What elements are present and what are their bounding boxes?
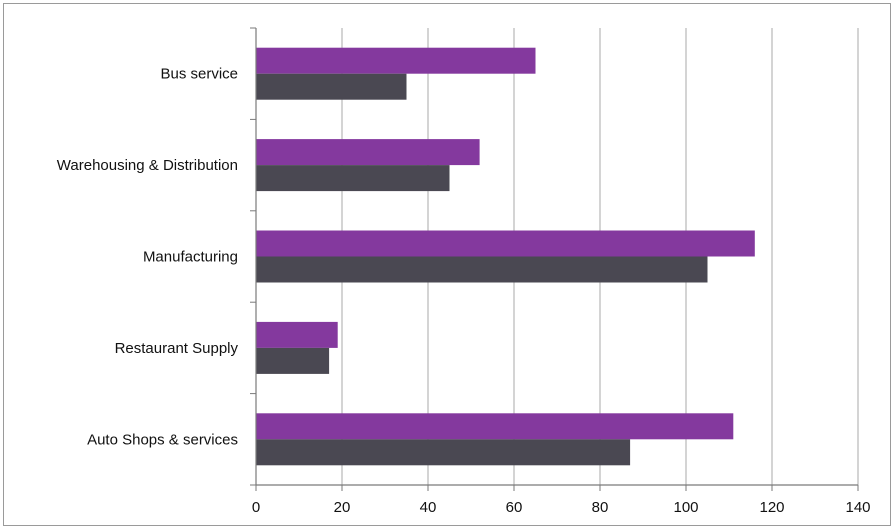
x-tick-label: 60 xyxy=(506,499,523,516)
category-label: Bus service xyxy=(160,66,238,83)
bar-series-1-1 xyxy=(256,139,480,166)
bars xyxy=(256,47,755,466)
bar-series-1-2 xyxy=(256,230,755,257)
x-tick-label: 20 xyxy=(334,499,351,516)
bar-series-2-0 xyxy=(256,73,407,100)
labels: 0 20 40 60 80 100 120 140 Bus service Warehousing… xyxy=(57,66,871,516)
bar-series-1-3 xyxy=(256,321,338,348)
axes xyxy=(250,27,859,491)
x-tick-label: 100 xyxy=(673,499,698,516)
x-tick-label: 80 xyxy=(592,499,609,516)
bar-series-2-3 xyxy=(256,347,330,374)
category-label: Manufacturing xyxy=(143,249,238,266)
x-tick-label: 40 xyxy=(420,499,437,516)
x-tick-label: 0 xyxy=(252,499,260,516)
x-tick-label: 120 xyxy=(759,499,784,516)
bar-series-1-4 xyxy=(256,413,734,440)
x-tick-label: 140 xyxy=(845,499,870,516)
category-label: Auto Shops & services xyxy=(87,431,238,448)
bar-series-2-4 xyxy=(256,439,631,466)
category-label: Warehousing & Distribution xyxy=(57,157,238,174)
bar-series-2-2 xyxy=(256,256,708,283)
bar-series-2-1 xyxy=(256,165,450,192)
category-label: Restaurant Supply xyxy=(115,340,239,357)
bar-series-1-0 xyxy=(256,47,536,74)
